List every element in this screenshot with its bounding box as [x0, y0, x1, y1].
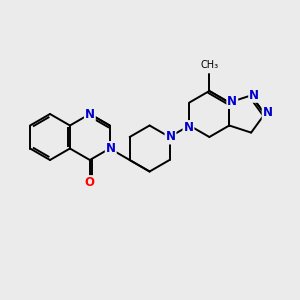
- Text: N: N: [166, 130, 176, 143]
- Text: N: N: [183, 121, 194, 134]
- Text: N: N: [85, 107, 95, 121]
- Text: CH₃: CH₃: [200, 60, 218, 70]
- Text: N: N: [263, 106, 273, 119]
- Text: N: N: [227, 95, 237, 108]
- Text: O: O: [85, 176, 95, 189]
- Text: N: N: [249, 89, 259, 102]
- Text: N: N: [106, 142, 116, 155]
